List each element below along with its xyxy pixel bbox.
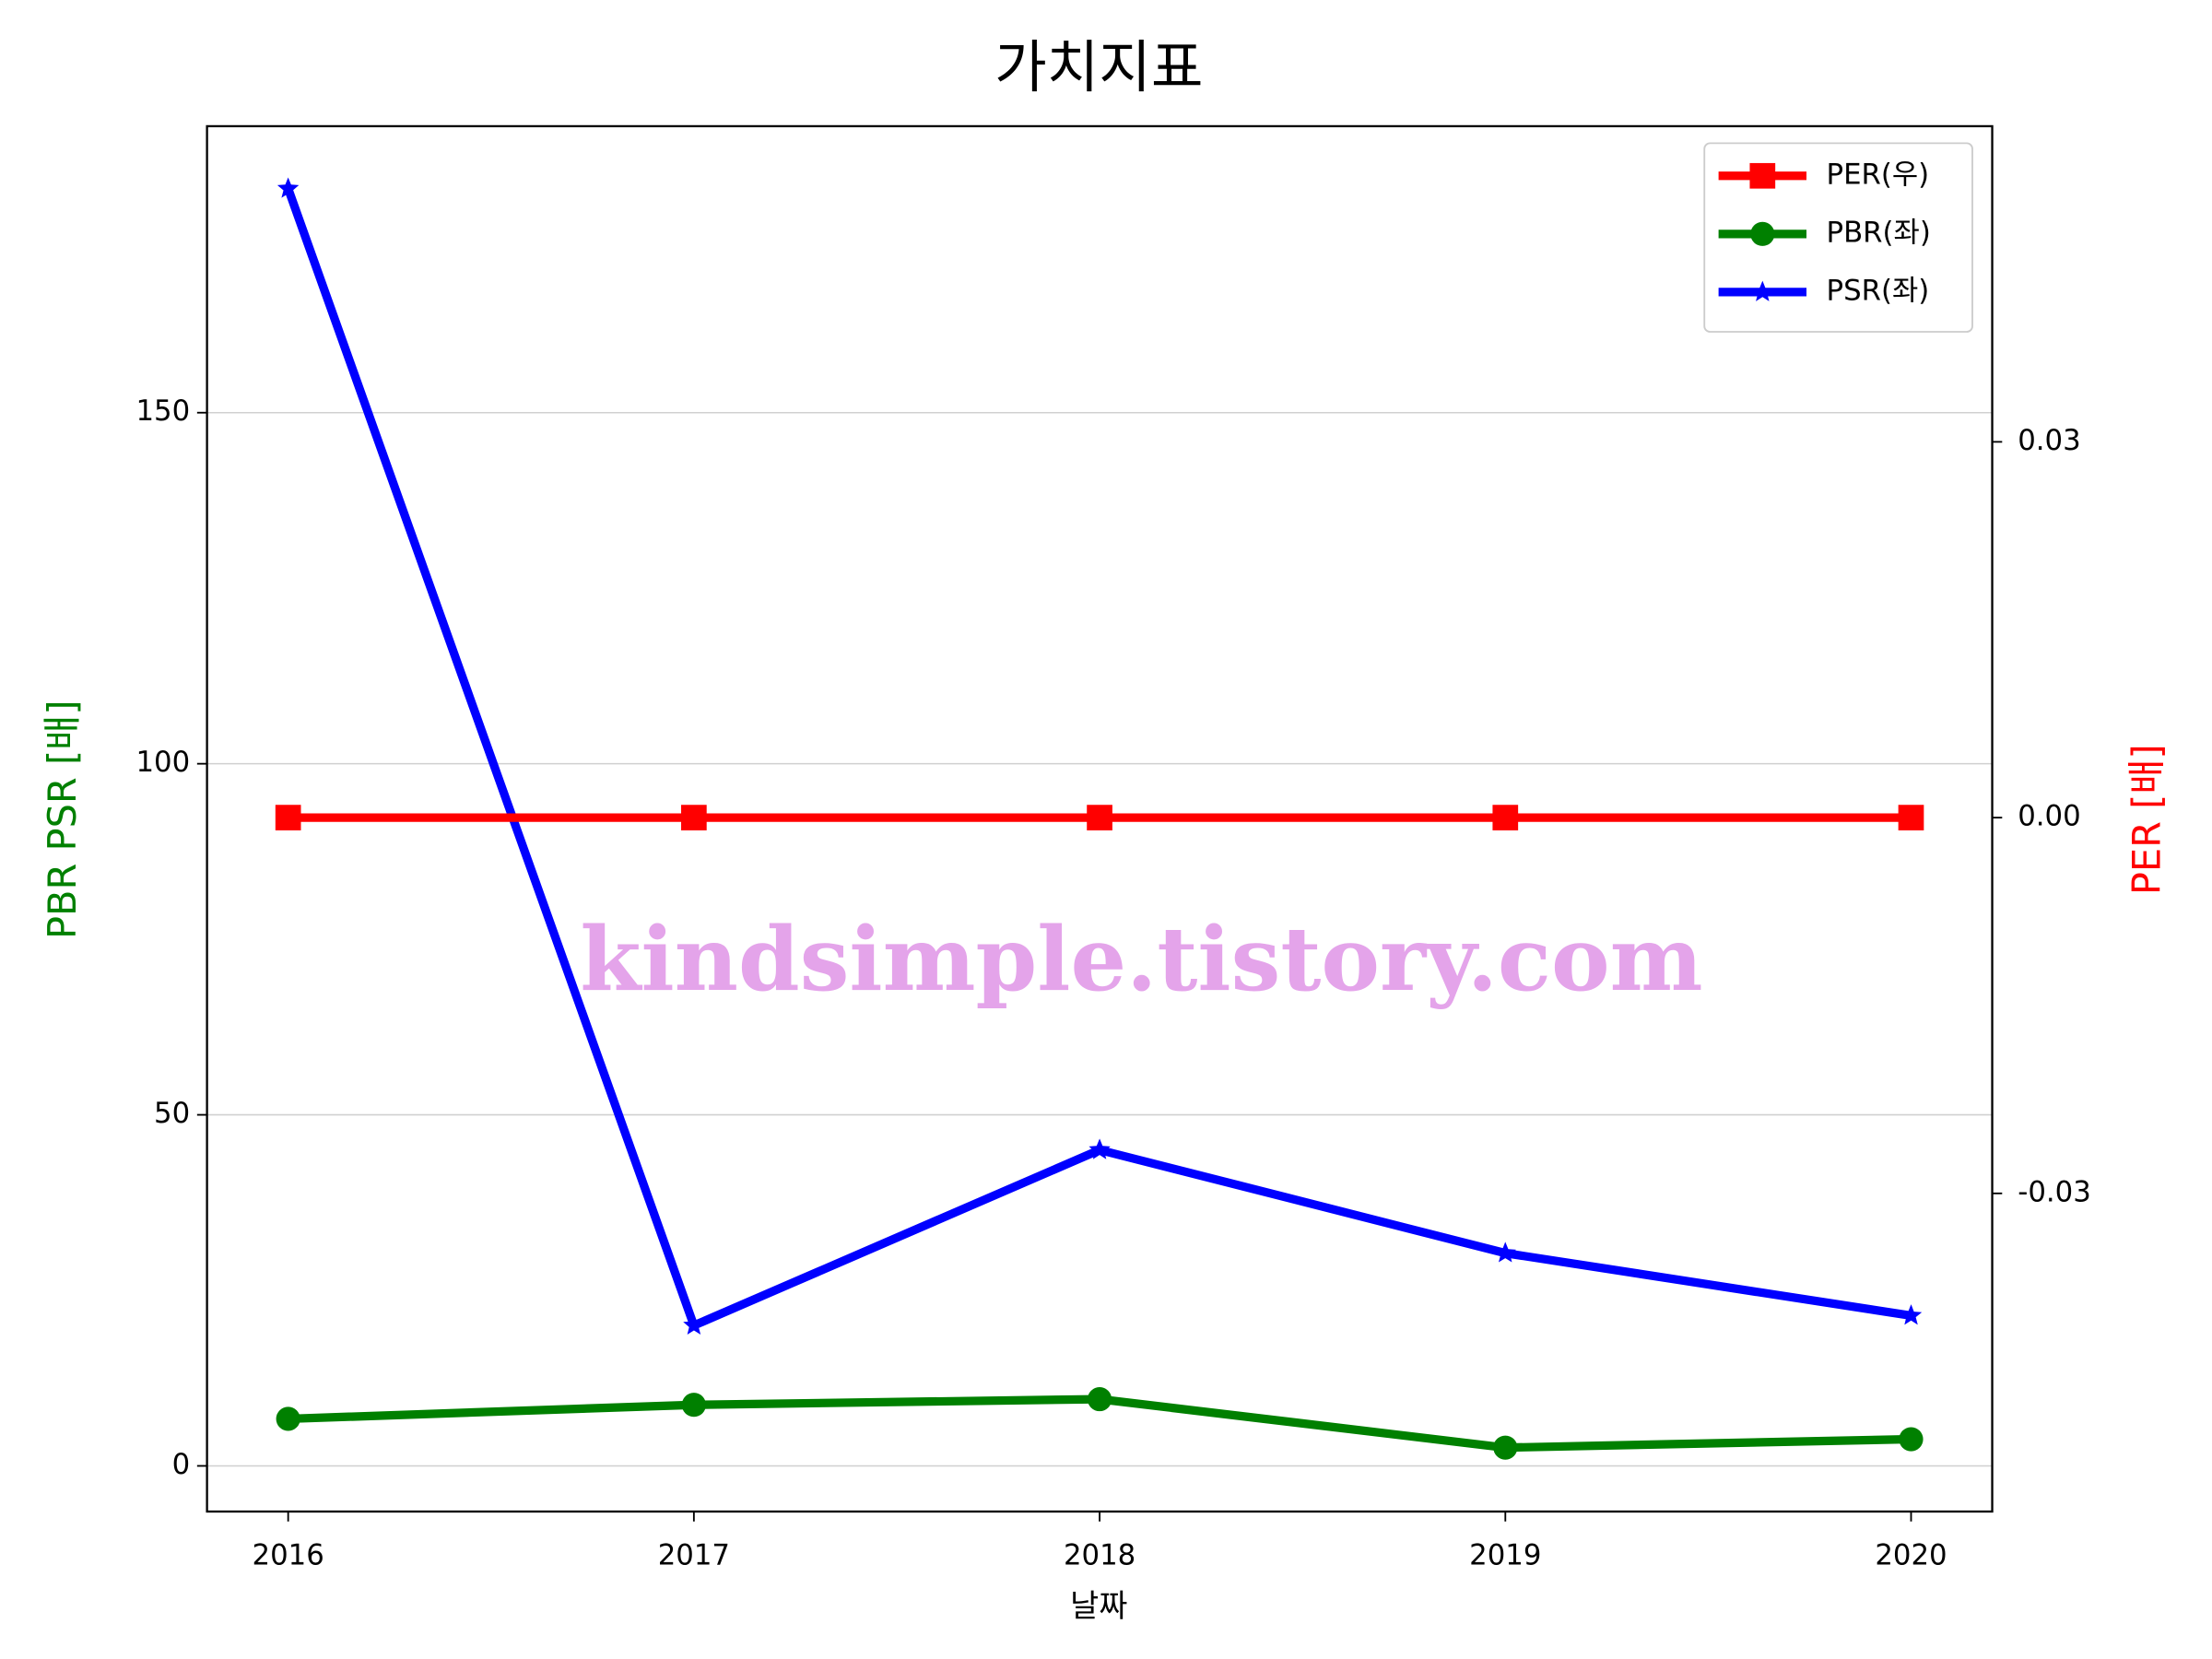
x-tick-label: 2019	[1469, 1539, 1541, 1572]
marker	[1750, 221, 1775, 246]
marker	[1751, 280, 1773, 301]
x-tick-label: 2020	[1875, 1539, 1947, 1572]
legend-label: PBR(좌)	[1827, 216, 1931, 249]
marker	[683, 1313, 705, 1335]
x-tick-label: 2016	[253, 1539, 324, 1572]
x-axis-label: 날짜	[1070, 1588, 1127, 1624]
marker	[1493, 1435, 1518, 1460]
marker	[1087, 805, 1112, 830]
marker	[1088, 1387, 1112, 1412]
y-tick-label: 0	[172, 1448, 191, 1481]
marker	[1492, 805, 1519, 830]
y2-tick-label: 0.03	[2018, 424, 2080, 457]
x-tick-label: 2017	[658, 1539, 730, 1572]
y2-tick-label: 0.00	[2018, 800, 2080, 833]
y-tick-label: 100	[135, 746, 190, 779]
marker	[681, 1393, 706, 1418]
y-tick-label: 50	[154, 1097, 190, 1130]
marker	[1749, 162, 1776, 189]
marker	[275, 805, 301, 830]
legend-label: PER(우)	[1827, 158, 1930, 191]
marker	[1494, 1241, 1516, 1263]
watermark: kindsimple.tistory.com	[580, 908, 1702, 1011]
y-axis-label: PBR PSR [배]	[40, 700, 85, 939]
y-tick-label: 150	[135, 394, 190, 428]
marker	[1899, 1427, 1924, 1452]
y2-tick-label: -0.03	[2018, 1175, 2091, 1208]
y2-axis-label: PER [배]	[2124, 744, 2169, 895]
chart-title: 가치지표	[994, 34, 1203, 100]
marker	[1898, 805, 1924, 830]
marker	[276, 177, 300, 198]
x-tick-label: 2018	[1064, 1539, 1135, 1572]
legend-label: PSR(좌)	[1827, 274, 1930, 307]
marker	[1088, 1138, 1111, 1159]
marker	[681, 805, 707, 830]
series-line	[284, 187, 1912, 1330]
legend-box	[1703, 142, 1973, 333]
marker	[1900, 1304, 1923, 1325]
marker	[276, 1406, 300, 1431]
plot-frame	[206, 124, 1994, 1513]
